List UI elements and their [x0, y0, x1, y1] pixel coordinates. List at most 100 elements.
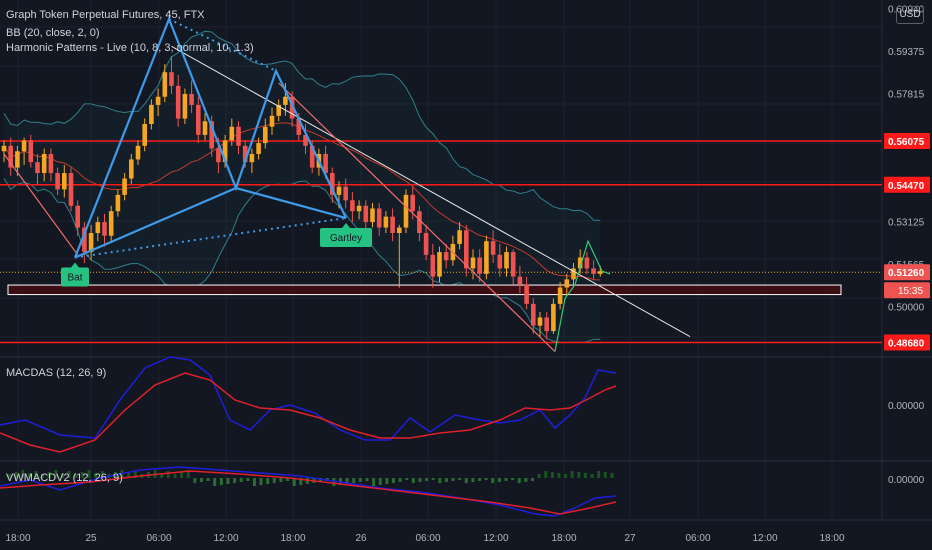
candle-body	[68, 173, 74, 206]
price-label-text: 0.51260	[888, 268, 925, 279]
vwmacd-histogram-bar	[305, 478, 309, 484]
harmonic-indicator-label[interactable]: Harmonic Patterns - Live (10, 8, 3, norm…	[6, 42, 254, 54]
vwmacd-line	[0, 466, 617, 517]
candle-body	[108, 211, 114, 236]
candle-body	[41, 153, 47, 174]
vwmacd-histogram-bar	[597, 471, 601, 478]
vwmacd-histogram-bar	[272, 478, 276, 483]
bb-indicator-label[interactable]: BB (20, close, 2, 0)	[6, 27, 100, 39]
candle-body	[403, 194, 409, 228]
vwmacd-histogram-bar	[345, 478, 349, 484]
candle-body	[202, 121, 208, 135]
candle-body	[356, 205, 362, 212]
vwmacd-histogram-bar	[332, 478, 336, 486]
vwmacd-histogram-bar	[166, 471, 170, 478]
candle-body	[135, 145, 141, 160]
vwmacd-histogram-bar	[87, 470, 91, 478]
vwmacd-histogram-bar	[286, 478, 290, 481]
vwmacd-histogram-bar	[279, 478, 283, 482]
vwmacd-histogram-bar	[67, 471, 71, 478]
x-tick-label: 06:00	[146, 533, 171, 544]
vwmacd-histogram-bar	[418, 478, 422, 482]
candle-body	[162, 72, 168, 97]
candle-body	[350, 200, 355, 212]
supply-zone-box	[7, 284, 842, 296]
vwmacd-histogram-bar	[431, 478, 435, 480]
candle-body	[490, 241, 496, 255]
vwmacd-histogram-bar	[8, 474, 11, 478]
candle-body	[95, 222, 101, 234]
vwmacd-histogram-bar	[319, 478, 323, 482]
vwmacd-histogram-bar	[577, 472, 581, 478]
vwmacd-histogram-bar	[398, 478, 402, 482]
vwmacd-histogram-bar	[133, 471, 137, 478]
pattern-leg	[74, 187, 237, 259]
candle-body	[256, 143, 261, 154]
pattern-label-arrow	[342, 223, 350, 229]
grid	[0, 0, 932, 521]
vwmacd-histogram-bar	[603, 472, 607, 478]
candle-body	[21, 140, 27, 152]
vwmacd-histogram-bar	[524, 478, 528, 482]
candle-body	[564, 279, 570, 288]
vwmacd-histogram-bar	[590, 474, 594, 478]
candle-body	[269, 115, 275, 127]
vwmacd-histogram-bar	[504, 478, 508, 481]
candle-body	[189, 94, 194, 105]
pattern-label-box	[320, 228, 372, 248]
price-label-text: 0.54470	[888, 181, 925, 192]
vwmacd-histogram-bar	[570, 471, 574, 478]
vwmacd-histogram-bar	[80, 472, 84, 478]
candle-body	[15, 151, 20, 168]
vwmacd-zero-label: 0.00000	[888, 475, 925, 486]
candle-body	[577, 257, 583, 269]
vwmacd-histogram-bar	[458, 478, 462, 480]
vwmacd-histogram-bar	[564, 474, 568, 478]
candle-body	[383, 216, 389, 228]
candle-body	[584, 257, 590, 269]
x-tick-label: 27	[624, 533, 636, 544]
vwmacd-histogram-bar	[425, 478, 429, 481]
y-tick-label: 0.59375	[888, 47, 925, 58]
y-tick-label: 0.53125	[888, 217, 925, 228]
x-tick-label: 26	[355, 533, 367, 544]
candle-body	[390, 216, 395, 234]
candle-body	[464, 230, 469, 269]
candle-body	[537, 317, 543, 326]
candle-body	[209, 121, 214, 149]
bb-lower	[3, 178, 601, 344]
candle-body	[122, 178, 127, 195]
price-label-box	[884, 334, 930, 351]
x-tick-label: 12:00	[752, 533, 777, 544]
vwmacd-histogram-bar	[411, 478, 415, 483]
trendline-white	[171, 45, 691, 337]
currency-button[interactable]: USD	[896, 6, 924, 24]
candle-body	[263, 126, 268, 144]
candle-body	[236, 126, 241, 146]
candle-body	[497, 254, 503, 269]
countdown-box	[884, 282, 930, 299]
candle-body	[196, 104, 201, 135]
macd-indicator-label[interactable]: MACDAS (12, 26, 9)	[6, 367, 107, 379]
symbol-title[interactable]: Graph Token Perpetual Futures, 45, FTX	[6, 9, 205, 21]
vwmacd-histogram-bar	[21, 470, 25, 478]
x-tick-label: 18:00	[5, 533, 30, 544]
price-label-text: 0.48680	[888, 339, 925, 350]
vwmacd-histogram-bar	[544, 471, 548, 478]
candle-body	[102, 222, 107, 236]
vwmacd-histogram-bar	[537, 474, 541, 478]
price-label-text: 0.56075	[888, 137, 925, 148]
candle-body	[249, 153, 255, 163]
vwmacd-histogram-bar	[74, 474, 78, 478]
candle-body	[363, 205, 369, 223]
vwmacd-histogram-bar	[464, 478, 468, 483]
vwmacd-indicator-label[interactable]: VWMACDV2 (12, 26, 9)	[6, 472, 123, 484]
candle-body	[510, 252, 516, 277]
pattern-label-arrow	[71, 262, 79, 268]
candle-body	[289, 96, 295, 119]
vwmacd-histogram-bar	[491, 478, 495, 483]
candle-body	[229, 126, 235, 141]
vwmacd-histogram-bar	[550, 472, 554, 478]
vwmacd-histogram-bar	[60, 473, 64, 478]
